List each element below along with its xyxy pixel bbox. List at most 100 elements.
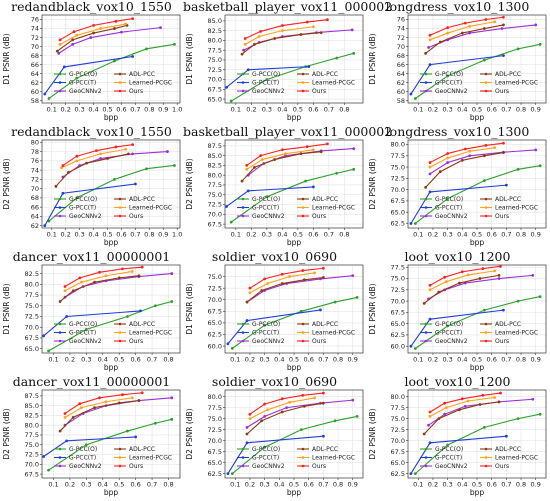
x-tick-label: 0.9	[158, 106, 168, 114]
legend-marker	[424, 81, 428, 84]
legend-marker	[241, 322, 245, 326]
x-tick-label: 0.8	[144, 231, 154, 239]
legend-label: Learned-PCGC	[495, 80, 538, 87]
x-tick-label: 0.7	[501, 106, 511, 114]
data-point	[355, 296, 359, 299]
data-point	[493, 20, 497, 24]
x-tick-label: 0.5	[114, 481, 124, 489]
x-tick-label: 0.6	[304, 356, 314, 364]
series-line	[429, 147, 495, 168]
data-point	[500, 27, 504, 30]
data-point	[114, 145, 118, 149]
data-point	[284, 152, 287, 156]
x-tick-label: 0.3	[442, 481, 452, 489]
x-axis-label: bpp	[287, 113, 302, 122]
legend-label: G-PCC(O)	[252, 321, 280, 328]
legend-label: Ours	[129, 88, 143, 95]
data-point	[80, 280, 83, 284]
data-point	[153, 421, 157, 425]
data-point	[94, 149, 98, 153]
data-point	[89, 36, 93, 39]
x-tick-label: 0.9	[348, 356, 358, 364]
data-point	[444, 406, 448, 409]
data-point	[516, 47, 520, 51]
legend-label: GeoCNNv2	[435, 338, 468, 345]
y-tick-label: 72.5	[391, 175, 405, 183]
legend-marker	[484, 339, 488, 343]
y-axis-label: D2 PSNR (dB)	[368, 408, 377, 459]
data-point	[98, 270, 101, 274]
y-tick-label: 70	[397, 43, 405, 51]
data-point	[468, 149, 472, 153]
legend-label: G-PCC(T)	[252, 80, 279, 87]
y-tick-label: 62	[397, 79, 405, 87]
data-point	[139, 309, 142, 313]
y-axis-label: D1 PSNR (dB)	[185, 33, 194, 84]
data-point	[63, 415, 67, 419]
x-tick-label: 0.8	[163, 356, 173, 364]
data-point	[502, 141, 505, 145]
data-point	[245, 432, 249, 436]
y-tick-label: 75.0	[208, 415, 222, 423]
data-point	[99, 152, 102, 156]
data-point	[229, 99, 233, 103]
legend-label: Learned-PCGC	[495, 330, 538, 337]
y-tick-label: 77.5	[208, 404, 222, 412]
data-point	[134, 435, 138, 439]
legend-marker	[58, 89, 62, 93]
y-tick-label: 70.0	[208, 437, 222, 445]
x-tick-label: 0.7	[501, 481, 511, 489]
x-tick-label: 0.6	[116, 231, 126, 239]
data-point	[463, 21, 467, 25]
x-tick-label: 0.5	[472, 106, 482, 114]
data-point	[478, 277, 482, 280]
data-point	[85, 161, 89, 165]
data-point	[63, 412, 67, 415]
data-point	[42, 455, 46, 458]
y-tick-label: 72	[397, 34, 405, 42]
data-point	[257, 35, 261, 38]
legend-marker	[301, 447, 305, 451]
x-tick-label: 0.1	[48, 481, 58, 489]
y-tick-label: 70.0	[208, 296, 222, 304]
legend-label: ADL-PCC	[129, 196, 155, 203]
data-point	[126, 429, 129, 433]
data-point	[321, 434, 325, 438]
legend-marker	[118, 197, 122, 201]
data-point	[351, 274, 355, 278]
data-point	[266, 408, 269, 412]
data-point	[75, 154, 79, 158]
legend-label: G-PCC(T)	[69, 205, 96, 212]
data-point	[352, 167, 356, 171]
data-point	[260, 158, 264, 161]
legend-marker	[301, 89, 305, 93]
data-point	[352, 147, 356, 151]
data-point	[446, 324, 450, 328]
legend-marker	[424, 89, 428, 93]
x-tick-label: 0.1	[413, 481, 423, 489]
data-point	[63, 285, 67, 288]
y-tick-label: 72.5	[208, 426, 222, 434]
data-point	[65, 439, 69, 443]
legend-label: GeoCNNv2	[252, 338, 285, 345]
legend-label: G-PCC(O)	[69, 321, 97, 328]
x-tick-label: 0.4	[98, 356, 108, 364]
data-point	[117, 276, 121, 280]
y-tick-label: 64	[397, 70, 405, 78]
data-point	[427, 46, 430, 49]
legend-label: G-PCC(T)	[252, 205, 279, 212]
data-point	[280, 410, 284, 414]
y-tick-label: 70	[31, 185, 39, 193]
data-point	[131, 17, 135, 21]
data-point	[466, 399, 470, 403]
data-point	[481, 267, 485, 271]
y-tick-label: 76	[397, 16, 405, 24]
data-point	[288, 275, 291, 278]
x-tick-label: 0.9	[531, 106, 541, 114]
x-tick-label: 0.8	[333, 356, 343, 364]
x-tick-label: 0.5	[289, 356, 299, 364]
data-point	[468, 24, 472, 28]
y-tick-label: 72.5	[391, 426, 405, 434]
legend-label: GeoCNNv2	[435, 213, 468, 220]
data-point	[468, 154, 472, 158]
